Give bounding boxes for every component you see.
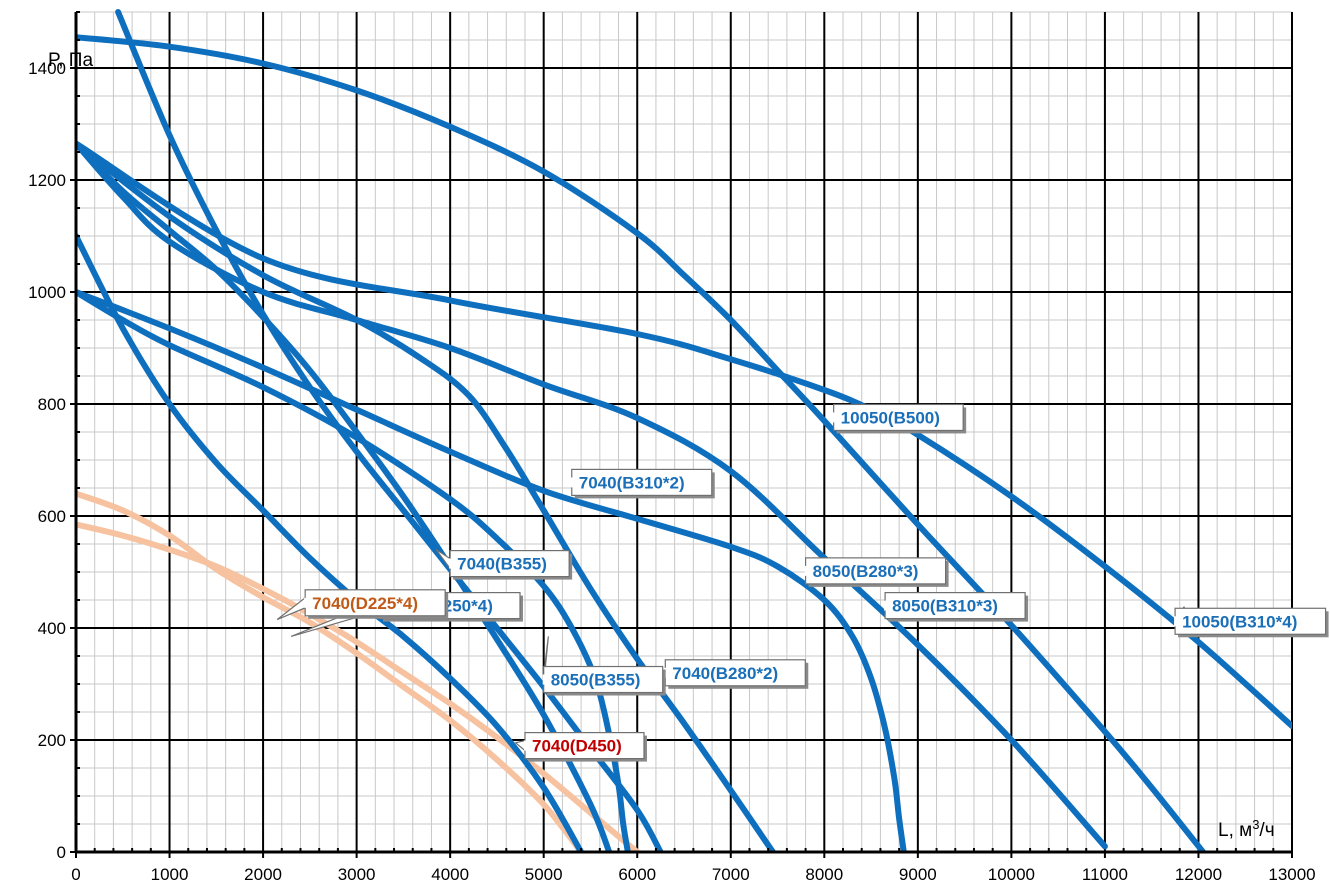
x-tick-label: 11000: [1082, 865, 1128, 884]
curve-labels: 10050(B500) 10050(B310*4) 8050(B310*3) 8050…: [276, 403, 1329, 762]
callout-10050-b500: 10050(B500): [832, 403, 967, 434]
callout-text: 8050(B310*3): [892, 597, 998, 616]
callout-8050-b280-3: 8050(B280*3): [804, 557, 949, 587]
x-tick-label: 13000: [1268, 865, 1315, 884]
callout-box: [884, 591, 1026, 620]
callout-text: 10050(B310*4): [1182, 612, 1297, 631]
callout-7040-d225-4: 7040(D225*4): [276, 589, 449, 621]
callout-box: [664, 659, 806, 687]
series-line-7040-b250-4: [76, 233, 585, 852]
x-tick-label: 4000: [431, 865, 469, 884]
callout-text: 7040(B280*2): [672, 664, 778, 683]
callout-7040-b355: 7040(B355): [435, 549, 573, 580]
x-tick-label: 10000: [988, 865, 1035, 884]
series-line-8050-b280-3: [76, 289, 907, 852]
x-tick-label: 7000: [712, 865, 750, 884]
x-axis-label: L, м3/ч: [1218, 817, 1275, 841]
series-line-10050-b500: [76, 34, 1207, 852]
callout-box: [1174, 607, 1327, 635]
x-tick-label: 5000: [525, 865, 563, 884]
y-tick-label: 800: [38, 395, 66, 414]
callout-7040-b280-2: 7040(B280*2): [664, 659, 809, 689]
callout-text: 7040(B310*2): [579, 473, 685, 492]
callout-10050-b310-4: 10050(B310*4): [1174, 606, 1329, 638]
y-tick-label: 200: [38, 731, 66, 750]
callout-text: 7040(D225*4): [312, 594, 418, 613]
series-line-8050-b310-3: [76, 140, 1108, 850]
x-tick-label: 3000: [338, 865, 376, 884]
x-tick-label: 1000: [151, 865, 189, 884]
y-tick-label: 1200: [28, 171, 66, 190]
series-line-10050-b310-4: [76, 140, 1292, 729]
callout-box: [304, 589, 446, 617]
x-tick-label: 9000: [899, 865, 937, 884]
callout-text: 10050(B500): [841, 408, 940, 427]
series-line-7040-b310-2: [76, 140, 776, 852]
y-tick-label: 600: [38, 507, 66, 526]
x-tick-label: 2000: [244, 865, 282, 884]
y-tick-label: 400: [38, 619, 66, 638]
callout-box: [833, 403, 964, 432]
minor-grid: [76, 11, 1292, 852]
y-tick-label: 1000: [28, 283, 66, 302]
callout-box: [571, 468, 713, 496]
callout-8050-b310-3: 8050(B310*3): [884, 591, 1029, 622]
x-tick-label: 0: [71, 865, 80, 884]
callout-text: 8050(B355): [551, 671, 641, 690]
tick-labels: 0 1000 2000 3000 4000 5000 6000 7000 8000 9000 100…: [28, 59, 1315, 884]
y-axis-label: P, Па: [48, 50, 93, 71]
x-tick-label: 6000: [618, 865, 656, 884]
callout-box: [804, 557, 947, 585]
callout-text: 8050(B280*3): [813, 562, 919, 581]
callout-8050-b355: 8050(B355): [542, 636, 666, 696]
curves: [76, 9, 1292, 852]
x-tick-label: 8000: [805, 865, 843, 884]
callout-7040-b310-2: 7040(B310*2): [570, 468, 715, 499]
y-tick-label: 1400: [28, 59, 66, 78]
series-line-8050-b355: [76, 140, 613, 852]
callout-text: 7040(D450): [532, 737, 622, 756]
series-line-7040-b280-2: [76, 289, 631, 852]
x-tick-label: 12000: [1175, 865, 1222, 884]
y-tick-label: 0: [57, 843, 66, 862]
series-line-7040-d225-4: [76, 490, 585, 852]
series-line-7040-d450: [76, 521, 641, 852]
callout-7040-d450: 7040(D450): [514, 731, 647, 762]
callout-text: 7040(B355): [457, 555, 547, 574]
axes: [70, 11, 1293, 858]
